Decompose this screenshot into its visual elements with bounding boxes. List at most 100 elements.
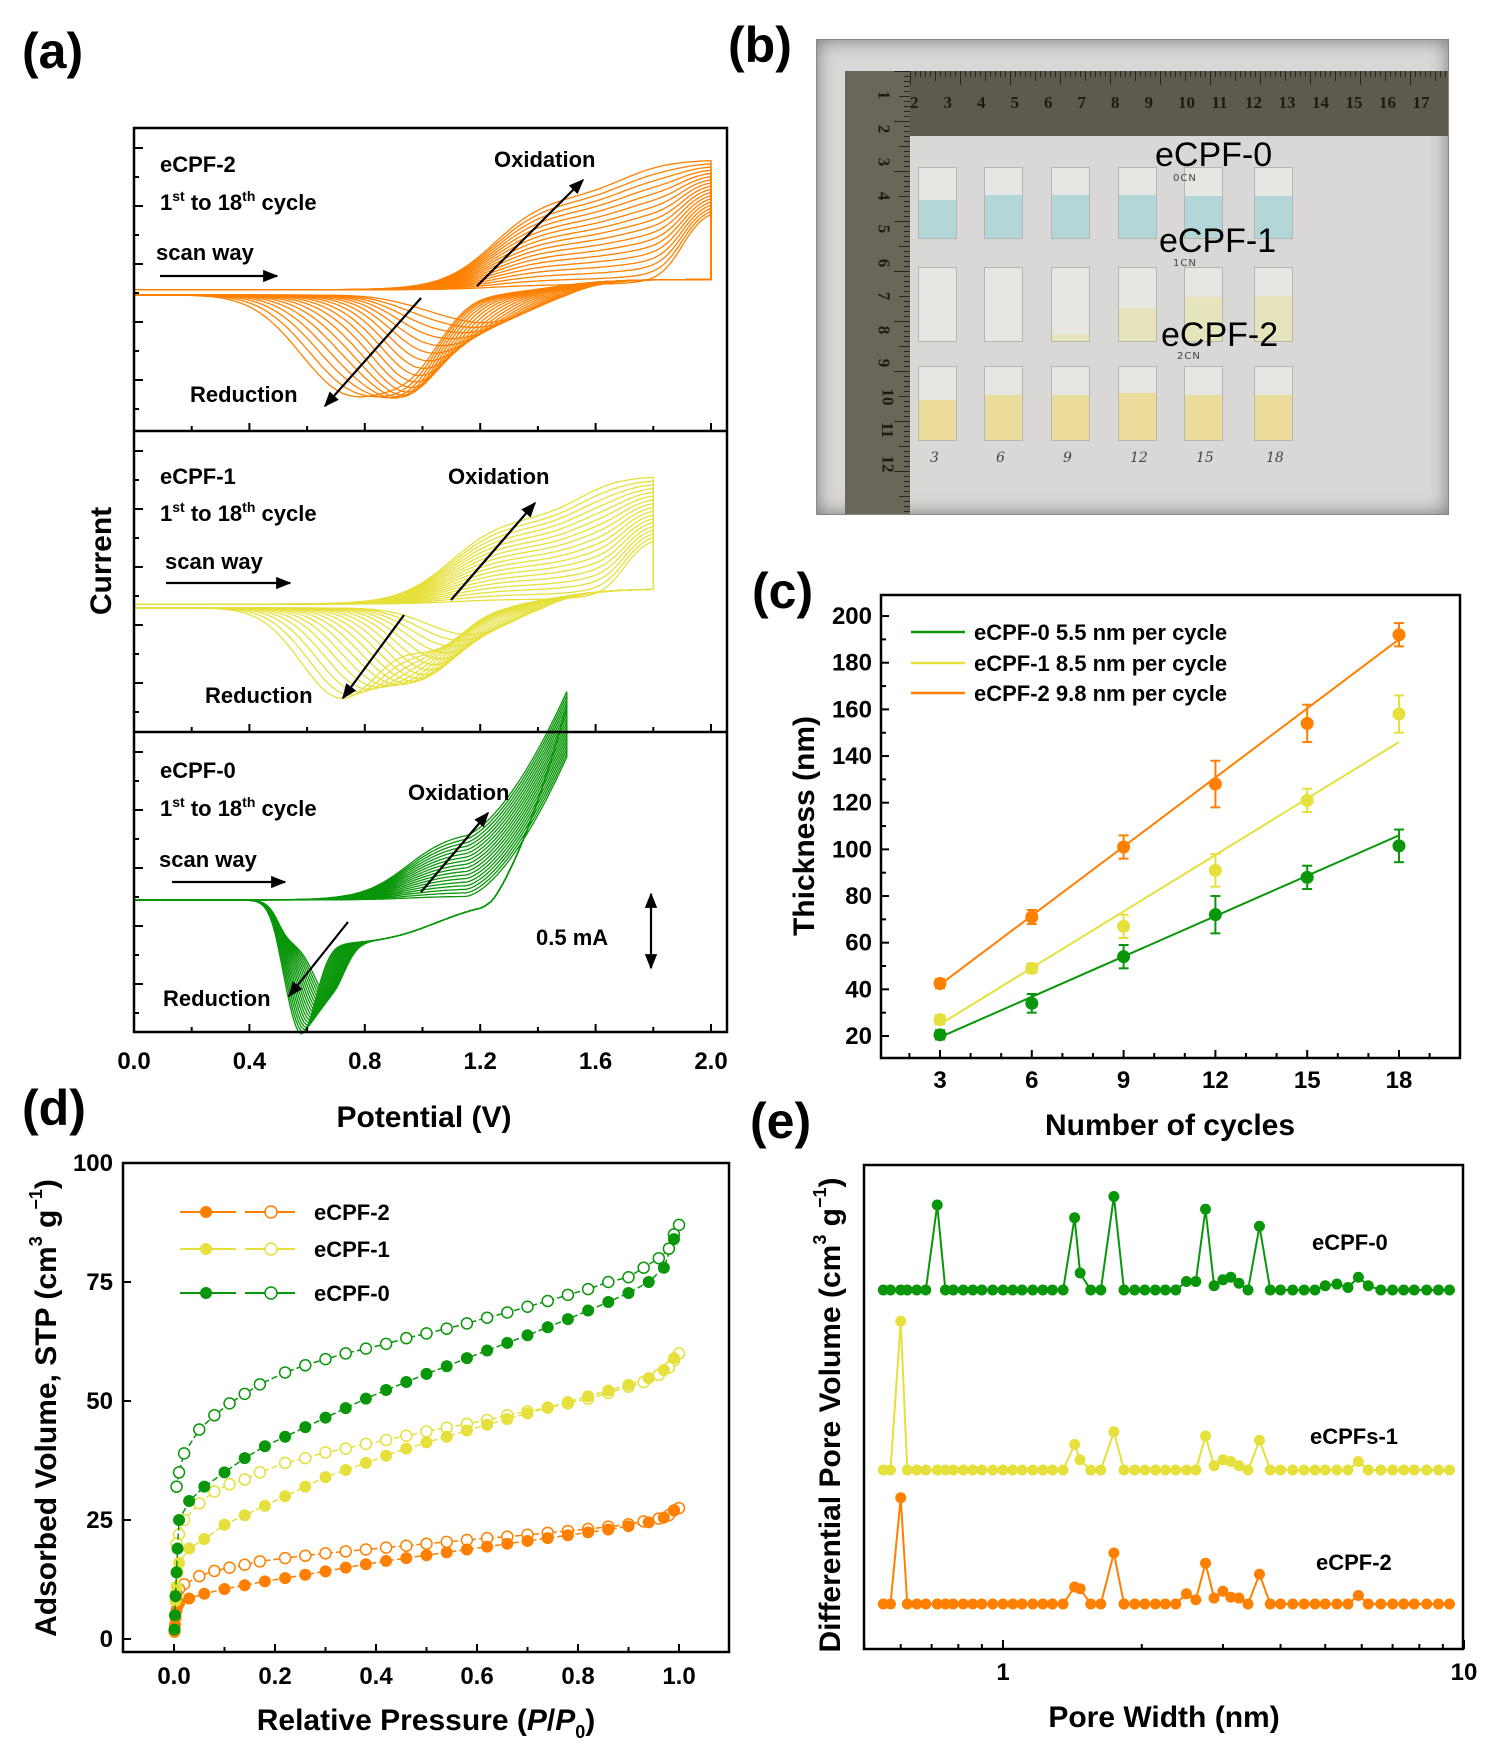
pore-point <box>939 1464 951 1476</box>
ruler-tick <box>904 266 910 267</box>
pore-point <box>957 1284 969 1296</box>
ruler-tick <box>899 96 910 97</box>
y-tick-label: 60 <box>845 930 872 957</box>
ruler-tick <box>1210 71 1211 85</box>
desorption-point <box>400 1331 413 1345</box>
ruler-tick <box>904 261 910 262</box>
pore-point <box>1129 1598 1141 1610</box>
ruler-tick <box>1015 71 1016 77</box>
ruler-tick <box>1405 71 1406 77</box>
arrow-icon <box>450 501 537 601</box>
ruler-tick <box>904 401 910 402</box>
pore-point <box>1225 1456 1237 1467</box>
x-tick-label: 1 <box>996 1659 1009 1686</box>
legend-label: eCPF-1 <box>314 1237 390 1262</box>
cv-cycle-curve <box>134 213 712 324</box>
x-tick-label: 1.0 <box>662 1663 695 1690</box>
desorption-point <box>278 1366 292 1379</box>
ruler-tick <box>894 371 910 372</box>
adsorption-point <box>198 1587 211 1600</box>
adsorption-point <box>420 1367 433 1380</box>
cv-arrows <box>160 178 658 998</box>
adsorption-point <box>238 1452 251 1465</box>
pore-point <box>1298 1284 1310 1296</box>
legend-filled-marker <box>200 1206 212 1218</box>
pore-point <box>1398 1598 1410 1610</box>
adsorption-point <box>299 1480 312 1493</box>
pore-point <box>1180 1588 1192 1600</box>
ruler-tick <box>1340 71 1341 77</box>
ruler-tick <box>1445 71 1446 77</box>
adsorption-point <box>299 1421 312 1434</box>
ruler-tick <box>904 151 910 152</box>
desorption-point <box>238 1473 251 1486</box>
isotherm-marks <box>168 1218 686 1638</box>
pore-point <box>920 1464 932 1476</box>
ruler-tick <box>904 441 910 442</box>
ruler-tick <box>1105 71 1106 77</box>
data-point <box>933 1028 947 1042</box>
pore-point <box>967 1284 979 1296</box>
adsorption-point <box>198 1533 211 1546</box>
ruler-tick <box>1060 71 1061 85</box>
ruler-tick <box>899 396 910 397</box>
pore-point <box>920 1284 932 1296</box>
cv-scale-bar-label: 0.5 mA <box>536 925 608 950</box>
ruler-tick <box>1170 71 1171 77</box>
pore-point <box>1129 1284 1141 1296</box>
pore-point <box>1319 1464 1331 1476</box>
cv-sample-label: eCPF-1 <box>160 464 236 489</box>
film-coating <box>1185 394 1222 440</box>
pore-point <box>1432 1598 1444 1610</box>
pore-point <box>947 1598 959 1610</box>
x-tick-label: 0.6 <box>460 1663 493 1690</box>
adsorption-point <box>168 1623 181 1636</box>
pore-point <box>1190 1464 1202 1476</box>
cv-cycle-curve <box>134 160 712 398</box>
adsorption-point <box>481 1418 494 1431</box>
pore-point <box>1398 1464 1410 1476</box>
pore-point <box>1046 1464 1058 1476</box>
ruler-tick <box>904 156 910 157</box>
y-tick-label: 20 <box>845 1023 872 1050</box>
pore-point <box>967 1598 979 1610</box>
film-coating <box>919 399 956 440</box>
film-coating <box>1052 394 1089 440</box>
ruler-tick <box>1420 71 1421 77</box>
ruler-tick <box>1335 71 1336 81</box>
ruler-tick <box>1005 71 1006 77</box>
coated-slide <box>1118 167 1157 239</box>
legend-open-marker <box>264 1205 278 1219</box>
pore-point <box>1118 1284 1130 1296</box>
handwritten-cycle-number: 9 <box>1063 450 1072 466</box>
adsorption-point <box>420 1549 433 1562</box>
pore-point <box>1170 1598 1182 1610</box>
ruler-number: 8 <box>874 325 894 334</box>
adsorption-line <box>173 1509 675 1632</box>
pore-point <box>1037 1284 1049 1296</box>
data-point <box>1300 793 1314 807</box>
adsorption-point <box>440 1430 453 1443</box>
cv-cycle-curve <box>134 476 654 700</box>
ruler-tick <box>1435 71 1436 81</box>
adsorption-point <box>657 1511 670 1524</box>
ruler-tick <box>904 201 910 202</box>
ruler-tick <box>1440 71 1441 77</box>
x-tick-label: 15 <box>1294 1067 1321 1094</box>
cv-cycle-curve <box>134 188 712 377</box>
pore-point <box>1421 1464 1433 1476</box>
arrow-icon <box>288 921 349 998</box>
data-point <box>1208 777 1222 791</box>
x-tick-label: 6 <box>1025 1067 1038 1094</box>
adsorption-point <box>400 1375 413 1388</box>
pore-point <box>1170 1284 1182 1296</box>
ruler-tick <box>1110 71 1111 85</box>
ruler-tick <box>1000 71 1001 77</box>
desorption-point <box>223 1478 236 1491</box>
cv-x-tick-label: 2.0 <box>694 1048 727 1075</box>
ruler-tick <box>1185 71 1186 81</box>
ruler-tick <box>1120 71 1121 77</box>
desorption-point <box>319 1547 332 1560</box>
ruler-number: 11 <box>878 421 898 439</box>
